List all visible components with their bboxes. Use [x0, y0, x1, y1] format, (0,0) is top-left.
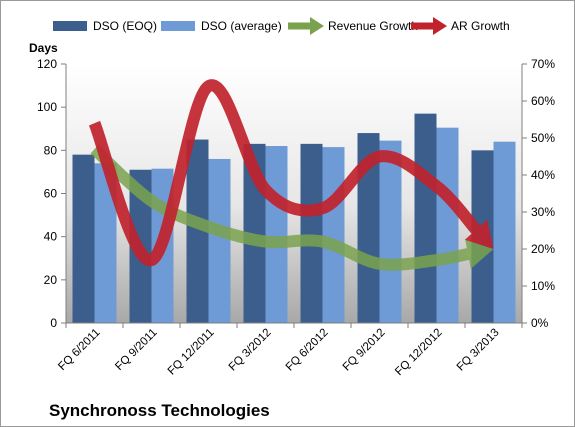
bar-dso-average [94, 163, 117, 323]
series-lines [88, 79, 494, 271]
bar-dso-average [322, 147, 345, 323]
bar-dso-eoq [414, 113, 437, 324]
bar-dso-eoq [300, 143, 323, 323]
legend-swatch-arrow [433, 17, 447, 35]
bar-dso-eoq [357, 133, 380, 323]
ar-growth-arrowhead [464, 219, 494, 249]
y2-tick-label: 30% [531, 205, 555, 219]
y-tick-label: 40 [44, 230, 58, 244]
chart-title: Synchronoss Technologies [49, 401, 270, 420]
legend-label: DSO (EOQ) [93, 19, 157, 33]
legend-swatch-arrow [310, 17, 324, 35]
revenue-growth-line [90, 144, 470, 271]
x-tick-label: FQ 12/2011 [166, 327, 217, 378]
bar-dso-average [436, 127, 459, 323]
x-tick-label: FQ 3/2012 [227, 327, 274, 374]
y2-tick-label: 70% [531, 57, 555, 71]
y-tick-label: 120 [37, 57, 57, 71]
x-tick-label: FQ 6/2011 [56, 327, 102, 373]
y-tick-label: 60 [44, 187, 58, 201]
y-axis-title: Days [29, 41, 58, 55]
bar-dso-average [208, 158, 231, 323]
y-tick-label: 20 [44, 273, 58, 287]
legend-label: Revenue Growth [328, 19, 418, 33]
x-tick-label: FQ 6/2012 [284, 327, 331, 374]
legend-label: DSO (average) [201, 19, 282, 33]
bar-dso-average [265, 146, 288, 323]
y2-tick-label: 0% [531, 316, 549, 330]
x-tick-label: FQ 9/2011 [113, 327, 159, 373]
legend: DSO (EOQ) DSO (average) Revenue Growth AR G… [53, 17, 510, 35]
y-tick-label: 80 [44, 143, 58, 157]
bar-dso-average [493, 141, 516, 323]
y2-tick-label: 10% [531, 279, 555, 293]
x-tick-label: FQ 3/2013 [455, 327, 502, 374]
x-tick-label: FQ 9/2012 [341, 327, 388, 374]
legend-label: AR Growth [451, 19, 510, 33]
legend-swatch [161, 21, 195, 31]
y2-tick-label: 20% [531, 242, 555, 256]
y2-tick-label: 40% [531, 168, 555, 182]
bars [72, 113, 516, 324]
legend-swatch [53, 21, 87, 31]
ar-growth-line [88, 79, 481, 267]
bar-dso-eoq [186, 139, 209, 323]
y2-tick-label: 60% [531, 94, 555, 108]
bar-dso-eoq [72, 154, 95, 323]
y-tick-label: 100 [37, 100, 57, 114]
bar-dso-average [379, 140, 402, 323]
x-tick-label: FQ 12/2012 [393, 327, 444, 378]
y2-tick-label: 50% [531, 131, 555, 145]
y-tick-label: 0 [50, 316, 57, 330]
